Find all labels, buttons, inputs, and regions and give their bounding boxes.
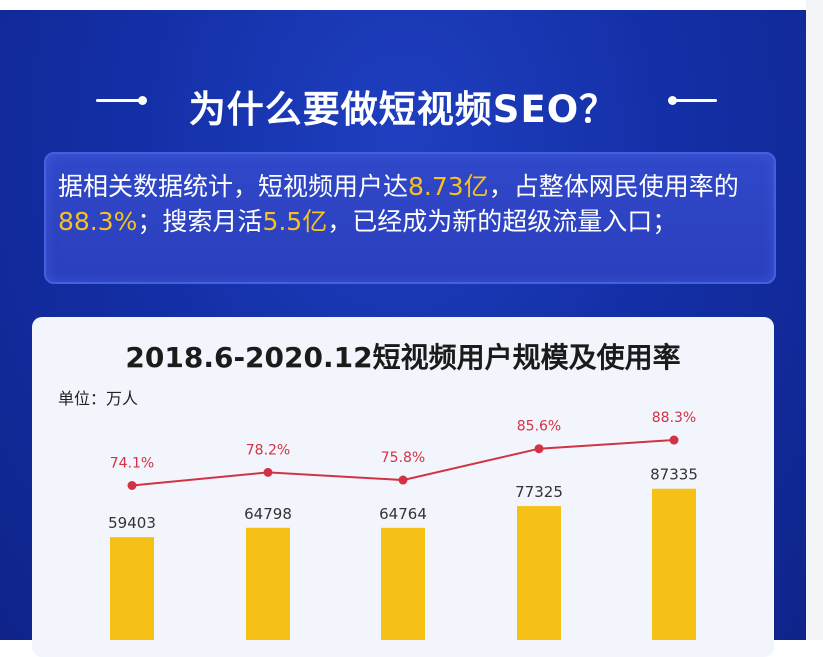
intro-part-4: ，已经成为新的超级流量入口；: [327, 207, 678, 236]
bar-value-label-3: 77325: [515, 483, 563, 501]
rate-label-4: 88.3%: [652, 410, 696, 426]
page-heading: 为什么要做短视频SEO？: [188, 88, 618, 131]
intro-part-2: ，占整体网民使用率的: [488, 172, 739, 201]
unit-label: 单位：万人: [58, 389, 139, 408]
intro-rate-value: 88.3%: [58, 207, 138, 236]
rate-point-3: [534, 444, 544, 454]
rate-label-3: 85.6%: [517, 419, 561, 435]
rate-point-2: [398, 475, 408, 485]
bar-2: [381, 527, 425, 640]
rate-label-0: 74.1%: [110, 456, 154, 472]
rate-point-1: [263, 467, 273, 477]
bar-0: [110, 537, 154, 640]
bar-4: [652, 488, 696, 640]
rate-point-4: [669, 435, 679, 445]
bar-value-label-1: 64798: [244, 505, 292, 523]
bar-1: [246, 527, 290, 640]
bar-3: [517, 506, 561, 640]
intro-box: [44, 152, 776, 284]
intro-search-value: 5.5亿: [262, 207, 328, 236]
heading-left-dot: [138, 96, 147, 105]
heading-left-line: [96, 99, 140, 102]
intro-users-value: 8.73亿: [408, 172, 489, 201]
rate-point-0: [127, 481, 137, 490]
chart-title: 2018.6-2020.12短视频用户规模及使用率: [125, 341, 681, 374]
heading-right-dot: [668, 96, 677, 105]
intro-text: 据相关数据统计，短视频用户达8.73亿，占整体网民使用率的 88.3%；搜索月活5…: [58, 169, 758, 239]
chart-svg: 59403 64798 64764 77325 87335 74.1% 78.2% 75.8%…: [108, 410, 698, 640]
bar-value-label-0: 59403: [108, 514, 156, 532]
rate-label-1: 78.2%: [246, 442, 290, 458]
rate-label-2: 75.8%: [381, 450, 425, 466]
heading-right-line: [675, 99, 717, 102]
intro-part-3: ；搜索月活: [137, 207, 263, 236]
bar-value-label-4: 87335: [650, 466, 698, 484]
intro-part-1: 据相关数据统计，短视频用户达: [58, 172, 409, 201]
right-edge-strip: [806, 0, 823, 640]
bar-value-label-2: 64764: [379, 505, 427, 523]
